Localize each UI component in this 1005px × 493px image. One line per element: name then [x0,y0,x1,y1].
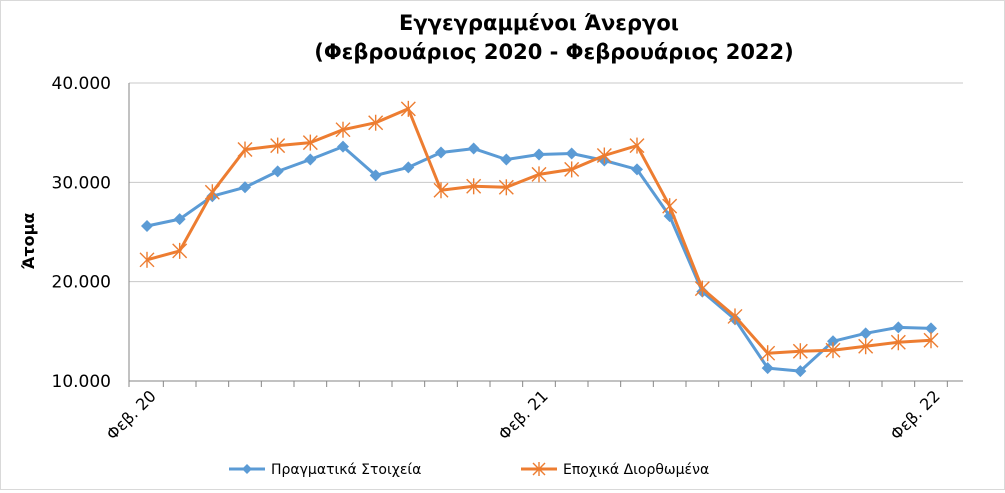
legend-marker [532,462,546,476]
legend-item: Πραγματικά Στοιχεία [229,462,421,478]
data-point [533,148,545,161]
data-point [500,153,513,166]
axes: 10.000 20.000 30.000 40.000 Φεβ. 20 Φεβ. 21 Φε… [52,74,963,444]
data-point [792,343,808,360]
x-tick-label: Φεβ. 20 [103,386,160,443]
data-point [596,147,612,164]
data-point [139,251,155,268]
data-point [237,141,253,158]
legend-label: Εποχικά Διορθωμένα [563,462,709,478]
data-point [433,182,449,199]
data-point [662,198,678,215]
legend: Πραγματικά Στοιχεία Εποχικά Διορθωμένα [229,462,709,478]
data-point [760,345,776,362]
data-point [631,163,643,176]
data-point [173,213,186,226]
series-line-2 [146,107,932,355]
y-tick-label: 20.000 [52,273,111,293]
data-point [825,342,841,359]
data-point [565,147,578,160]
data-point [694,280,710,297]
data-point [402,161,415,174]
x-tick-label: Φεβ. 21 [495,386,552,443]
data-point [369,169,382,182]
data-point [204,184,220,201]
gridlines [129,82,963,283]
data-point [435,146,447,159]
legend-label: Πραγματικά Στοιχεία [271,462,421,478]
legend-marker [242,464,252,474]
data-point [304,153,317,166]
data-point [498,179,514,196]
data-point [531,166,547,183]
data-point [761,362,774,375]
data-point [368,114,384,131]
data-point [727,308,743,325]
data-point [172,242,188,259]
data-point [466,178,482,195]
data-point [794,365,807,378]
data-point [239,181,251,194]
chart-title: Εγγεγραμμένοι Άνεργοι [399,11,679,35]
data-point [335,121,351,138]
data-point [337,140,349,153]
data-point [923,332,939,349]
data-point [141,220,153,233]
legend-item: Εποχικά Διορθωμένα [521,462,709,478]
data-point [858,338,874,355]
data-point [925,322,937,335]
chart-subtitle: (Φεβρουάριος 2020 - Φεβρουάριος 2022) [314,40,794,64]
data-point [302,134,318,151]
data-point [400,100,416,117]
data-point [467,142,480,155]
y-tick-label: 40.000 [52,74,111,94]
data-point [859,327,872,340]
y-tick-label: 10.000 [52,372,111,392]
data-point [890,334,906,351]
series-lines [139,100,939,378]
data-point [271,165,284,178]
data-point [827,335,839,348]
y-tick-label: 30.000 [52,173,111,193]
data-point [892,321,905,334]
data-point [564,161,580,178]
x-tick-label: Φεβ. 22 [887,386,944,443]
data-point [270,137,286,154]
y-axis-label: Άτομα [19,213,38,270]
data-point [629,137,645,154]
